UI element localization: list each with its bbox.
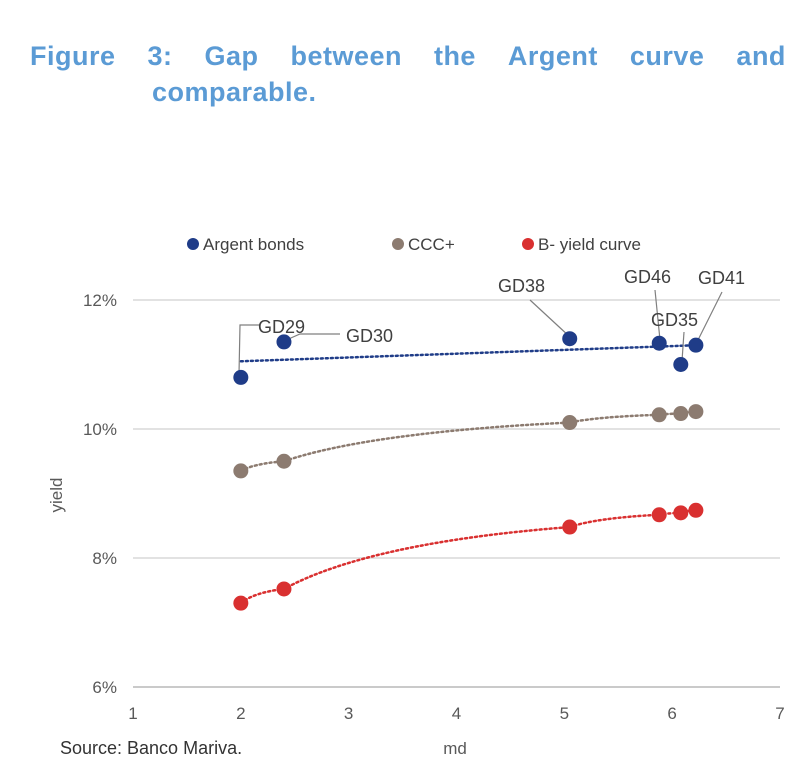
- label-leader: [238, 324, 260, 375]
- y-tick-label: 8%: [92, 549, 117, 568]
- data-point: [562, 415, 578, 431]
- data-point: [276, 334, 292, 350]
- data-point: [673, 357, 689, 372]
- x-tick-label: 2: [236, 704, 245, 723]
- label-leader: [529, 299, 571, 338]
- trendline: [239, 410, 698, 473]
- data-labels: GD29 GD30 GD38 GD46 GD35 GD41: [258, 267, 745, 346]
- data-points: [233, 331, 704, 611]
- x-tick-label: 1: [128, 704, 137, 723]
- x-tick-label: 7: [775, 704, 784, 723]
- data-label: GD41: [698, 268, 745, 288]
- label-leader: [681, 331, 685, 362]
- data-point: [651, 407, 667, 423]
- title-word: between: [290, 41, 402, 71]
- label-leaders: [238, 289, 723, 375]
- axes: 6% 8% 10% 12% 1 2 3 4 5 6 7 md yield: [47, 291, 785, 758]
- data-point: [673, 406, 689, 422]
- figure-title-line1: Figure 3: Gap between the Argent curve a…: [30, 38, 786, 74]
- data-point: [688, 337, 704, 353]
- trendline: [239, 509, 698, 605]
- figure-title: Figure 3: Gap between the Argent curve a…: [30, 38, 786, 110]
- data-point: [233, 369, 249, 385]
- legend-label: B- yield curve: [538, 235, 641, 254]
- legend-marker: [187, 238, 199, 250]
- label-leader: [654, 289, 661, 341]
- data-point: [562, 519, 578, 535]
- title-word: Argent: [507, 41, 598, 71]
- data-point: [651, 507, 667, 523]
- y-tick-label: 10%: [83, 420, 117, 439]
- x-axis-title: md: [443, 739, 467, 758]
- data-label: GD46: [624, 267, 671, 287]
- trendline: [239, 343, 701, 363]
- data-point: [688, 404, 704, 420]
- data-label: GD38: [498, 276, 545, 296]
- data-point: [673, 505, 689, 521]
- x-tick-label: 5: [560, 704, 569, 723]
- legend: Argent bonds CCC+ B- yield curve: [187, 235, 641, 254]
- title-word: Gap: [204, 41, 259, 71]
- label-leader: [697, 291, 723, 341]
- data-label: GD35: [651, 310, 698, 330]
- title-word: Figure: [30, 41, 116, 71]
- trendlines: [239, 343, 701, 605]
- x-tick-label: 4: [452, 704, 461, 723]
- data-point: [233, 595, 249, 611]
- legend-label: Argent bonds: [203, 235, 304, 254]
- title-word: and: [736, 41, 786, 71]
- title-word: curve: [629, 41, 705, 71]
- y-axis-title: yield: [47, 478, 66, 513]
- x-tick-label: 3: [344, 704, 353, 723]
- data-point: [233, 463, 249, 479]
- data-point: [276, 453, 292, 469]
- source-note: Source: Banco Mariva.: [60, 738, 243, 758]
- y-tick-label: 12%: [83, 291, 117, 310]
- title-word: 3:: [147, 41, 173, 71]
- x-tick-label: 6: [667, 704, 676, 723]
- title-word: the: [433, 41, 476, 71]
- data-label: GD29: [258, 317, 305, 337]
- data-point: [276, 581, 292, 597]
- data-label: GD30: [346, 326, 393, 346]
- legend-marker: [522, 238, 534, 250]
- figure-title-line2: comparable.: [152, 77, 317, 107]
- data-point: [562, 331, 578, 347]
- legend-marker: [392, 238, 404, 250]
- data-point: [688, 502, 704, 518]
- legend-label: CCC+: [408, 235, 455, 254]
- y-tick-label: 6%: [92, 678, 117, 697]
- data-point: [651, 335, 667, 351]
